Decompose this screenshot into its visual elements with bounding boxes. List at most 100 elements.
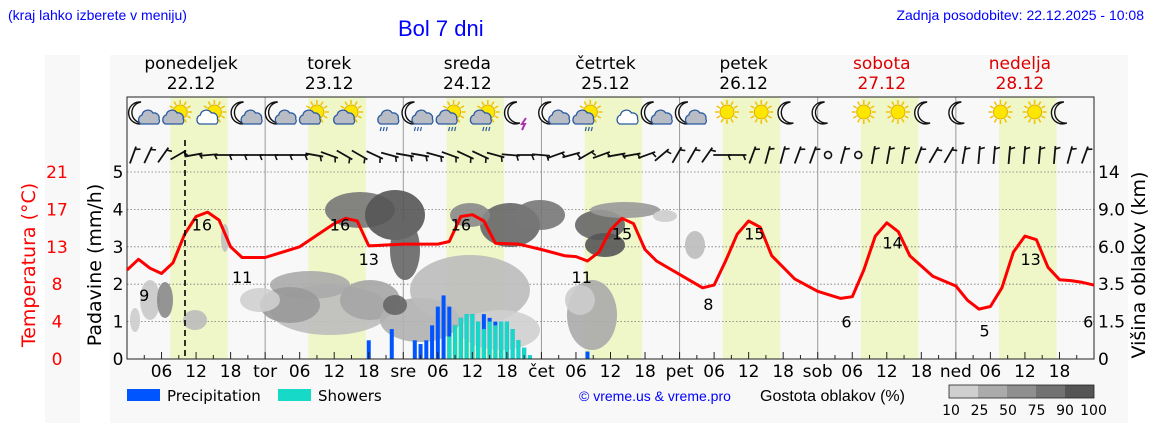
svg-text:06: 06 [980, 362, 1002, 382]
svg-text:50: 50 [999, 403, 1017, 419]
svg-text:6.0: 6.0 [1098, 238, 1125, 258]
svg-text:Gostota oblakov (%): Gostota oblakov (%) [760, 388, 905, 405]
svg-text:100: 100 [1080, 403, 1107, 419]
wind-barb-icon [901, 145, 911, 165]
svg-text:4: 4 [52, 313, 63, 333]
svg-text:0: 0 [113, 350, 124, 370]
svg-text:1.5: 1.5 [1098, 313, 1125, 333]
wind-barb-icon [578, 149, 597, 161]
svg-text:1: 1 [113, 313, 124, 333]
svg-text:12: 12 [876, 362, 898, 382]
temperature-value-label: 13 [359, 250, 379, 269]
legend: Precipitation Showers © vreme.us & vreme.p… [127, 384, 1107, 419]
temperature-value-label: 15 [612, 224, 632, 243]
wind-barb-icon [808, 146, 821, 164]
moon-cloud-icon [230, 101, 263, 125]
svg-text:ned: ned [940, 362, 972, 382]
temperature-axis-panel [45, 55, 80, 423]
daylight-band [860, 97, 919, 359]
sun-icon [851, 100, 876, 124]
sun-cloud-icon [162, 100, 193, 125]
temperature-value-label: 5 [980, 321, 990, 340]
svg-text:12: 12 [600, 362, 622, 382]
wind-barb-icon [870, 145, 880, 165]
svg-text:0: 0 [1098, 350, 1109, 370]
svg-text:Precipitation: Precipitation [167, 387, 261, 405]
svg-text:8: 8 [52, 275, 63, 295]
wind-barb-icon [380, 151, 399, 162]
svg-text:18: 18 [220, 362, 242, 382]
sun-cloud-icon [298, 100, 329, 125]
daylight-band [999, 97, 1057, 359]
moon-cloud-icon [127, 101, 161, 125]
moon-cloud-rain-icon [401, 101, 434, 132]
wind-barb-icon [501, 153, 520, 161]
wind-barb-icon [671, 146, 686, 164]
svg-text:3.5: 3.5 [1098, 275, 1125, 295]
svg-text:tor: tor [253, 362, 277, 382]
wind-barb-icon [839, 146, 851, 164]
svg-text:10: 10 [942, 403, 960, 419]
svg-text:13: 13 [46, 238, 68, 258]
wind-barb-icon [456, 150, 474, 163]
temperature-value-label: 13 [1021, 250, 1041, 269]
wind-barbs-row [129, 145, 1093, 165]
svg-text:06: 06 [289, 362, 311, 382]
wind-barb-icon [1052, 145, 1061, 165]
moon-icon [1050, 101, 1068, 125]
wind-barb-icon [654, 148, 672, 162]
wind-barb-icon [411, 152, 430, 162]
wind-barb-icon [686, 146, 701, 164]
sun-small-cloud-icon [196, 100, 227, 125]
day-name: četrtek [575, 54, 636, 74]
moon-icon [811, 101, 828, 125]
day-name: petek [720, 54, 768, 74]
day-date: 23.12 [305, 74, 354, 94]
svg-text:06: 06 [151, 362, 173, 382]
wind-barb-icon [290, 154, 309, 161]
sun-cloud-rain-icon [572, 100, 603, 132]
svg-text:12: 12 [462, 362, 484, 382]
location-hint-link[interactable]: (kraj lahko izberete v meniju) [8, 7, 187, 23]
wind-barb-icon [486, 151, 505, 162]
wind-barb-icon [305, 152, 324, 162]
svg-text:21: 21 [46, 163, 68, 183]
temperature-value-label: 6 [841, 313, 851, 332]
wind-barb-icon [1007, 145, 1016, 165]
svg-text:18: 18 [911, 362, 933, 382]
wind-barb-icon [992, 145, 1001, 165]
wind-barb-icon [977, 145, 986, 165]
svg-text:2: 2 [113, 275, 124, 295]
wind-barb-icon [853, 150, 863, 160]
precipitation-axis-label: Padavine (mm/h) [84, 184, 106, 347]
wind-barb-icon [441, 151, 460, 163]
moon-cloud-icon [538, 101, 571, 125]
weather-icons-row [127, 100, 1068, 132]
wind-barb-icon [748, 146, 760, 164]
svg-text:06: 06 [427, 362, 449, 382]
wind-barb-icon [914, 146, 927, 164]
moon-cloud-icon [264, 101, 297, 125]
temperature-value-label: 11 [572, 268, 592, 287]
temperature-labels: 9 16 11 16 13 16 11 15 8 15 6 14 5 13 6 [139, 216, 1093, 341]
svg-text:sre: sre [390, 362, 416, 382]
day-name: ponedeljek [144, 54, 238, 74]
copyright-link[interactable]: © vreme.us & vreme.pro [579, 388, 731, 404]
wind-barb-icon [471, 150, 490, 163]
svg-text:3: 3 [113, 238, 124, 258]
svg-text:sob: sob [803, 362, 833, 382]
precipitation-bars [366, 295, 590, 359]
moon-icon [777, 101, 794, 125]
wind-barb-icon [336, 149, 353, 164]
wind-barb-icon [1022, 145, 1031, 165]
wind-barb-icon [320, 151, 339, 163]
temperature-value-label: 15 [744, 224, 764, 243]
svg-text:4: 4 [113, 200, 124, 220]
wind-barb-icon [395, 152, 414, 162]
sun-icon [1022, 100, 1047, 124]
temperature-axis-label: Temperatura (°C) [18, 183, 40, 348]
svg-text:9.0: 9.0 [1098, 200, 1125, 220]
svg-text:5: 5 [113, 163, 124, 183]
